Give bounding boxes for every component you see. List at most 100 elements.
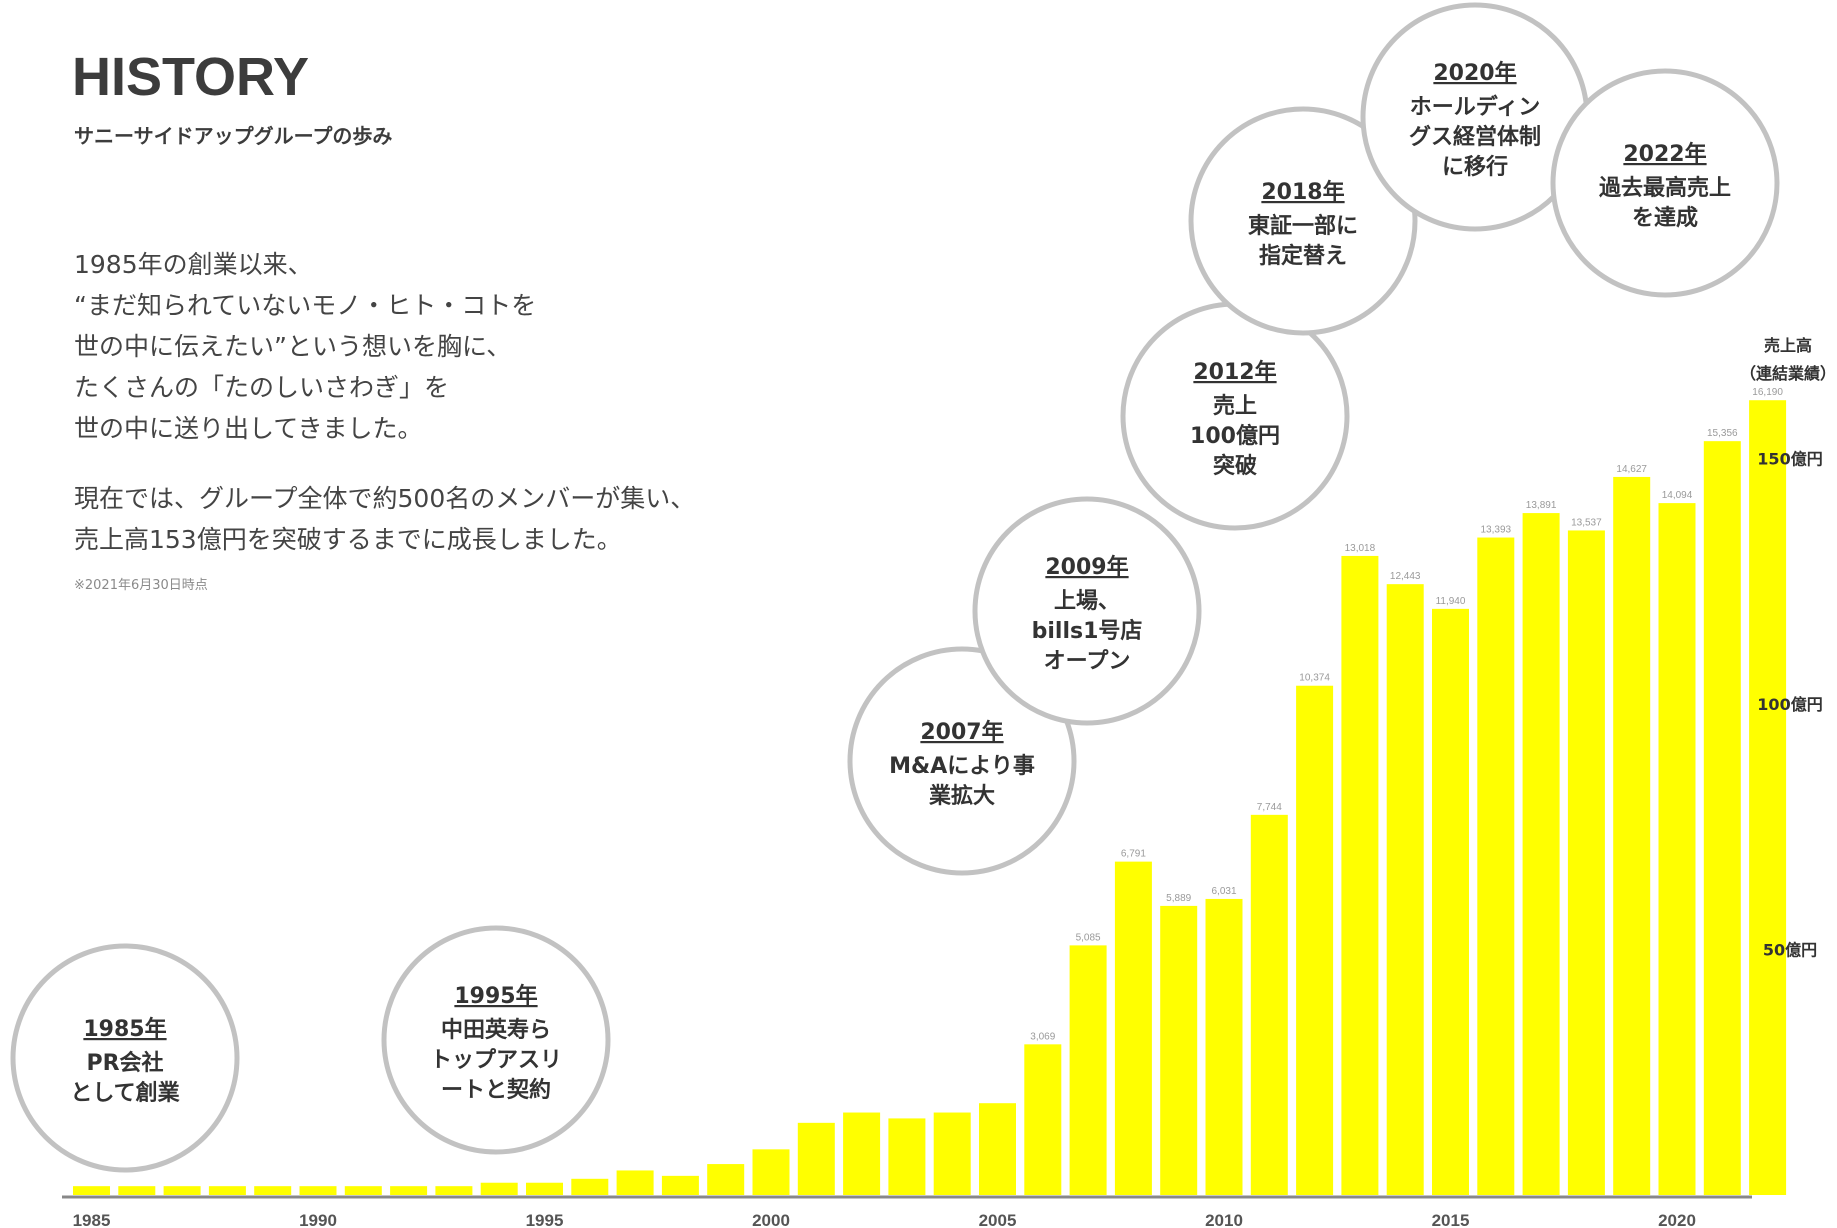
milestone-year: 1985年: [83, 1016, 166, 1042]
y-axis-title: 売上高: [1764, 336, 1812, 355]
bar-1997: [617, 1170, 654, 1195]
bar-2019: [1613, 477, 1650, 1195]
milestone-text: 上場、: [1054, 589, 1120, 614]
bar-2008: [1115, 862, 1152, 1195]
bar-2015: [1432, 609, 1469, 1195]
bar-1988: [209, 1186, 246, 1195]
milestone-year: 2007年: [920, 719, 1003, 745]
bar-2006: [1024, 1044, 1061, 1195]
bar-value-label: 12,443: [1390, 571, 1421, 582]
bar-1987: [164, 1186, 201, 1195]
bar-2013: [1341, 556, 1378, 1195]
y-tick-label: 150億円: [1757, 450, 1822, 469]
milestone-text: 100億円: [1190, 423, 1280, 449]
bar-value-label: 13,393: [1481, 525, 1512, 536]
milestone-text: 突破: [1213, 453, 1257, 479]
milestone-text: トップアスリ: [430, 1048, 562, 1073]
milestone-text: 東証一部に: [1248, 213, 1358, 239]
bar-1996: [571, 1179, 608, 1195]
milestone-year: 2022年: [1623, 141, 1706, 167]
bar-value-label: 7,744: [1257, 802, 1282, 813]
milestone-text: ホールディン: [1410, 94, 1540, 120]
bar-value-label: 13,018: [1345, 543, 1376, 554]
bar-2020: [1659, 503, 1696, 1195]
bar-2002: [843, 1113, 880, 1195]
milestone-year: 2012年: [1193, 359, 1276, 385]
milestone-text: 中田英寿ら: [441, 1017, 551, 1043]
bar-1985: [73, 1186, 110, 1195]
x-tick-label: 2000: [752, 1211, 790, 1228]
bar-2021: [1704, 441, 1741, 1195]
bar-2003: [888, 1118, 925, 1195]
milestone-text: オープン: [1044, 649, 1131, 674]
bar-1992: [390, 1186, 427, 1195]
y-axis-title: （連結業績）: [1740, 364, 1836, 383]
milestone-text: 過去最高売上: [1599, 175, 1731, 201]
x-tick-label: 1985: [73, 1211, 111, 1228]
bar-1998: [662, 1176, 699, 1195]
milestone-year: 2018年: [1261, 179, 1344, 205]
milestone-text: 売上: [1213, 393, 1257, 419]
bar-value-label: 11,940: [1436, 596, 1466, 607]
bar-2012: [1296, 686, 1333, 1195]
x-tick-group: 1985 1990 1995 2000 2005 2010 2015 2020: [73, 1211, 1696, 1228]
bar-value-label: 5,085: [1076, 932, 1101, 943]
bar-2009: [1160, 906, 1197, 1195]
bar-value-label: 6,031: [1211, 886, 1236, 897]
bar-value-label: 10,374: [1299, 673, 1330, 684]
bar-2005: [979, 1103, 1016, 1195]
x-tick-label: 1990: [299, 1211, 337, 1228]
bar-2007: [1070, 945, 1107, 1195]
x-tick-label: 1995: [526, 1211, 564, 1228]
bar-1995: [526, 1183, 563, 1195]
y-tick-label: 50億円: [1763, 941, 1817, 960]
milestone-year: 1995年: [454, 983, 537, 1009]
x-tick-label: 2010: [1205, 1211, 1243, 1228]
milestone-text: PR会社: [86, 1050, 163, 1076]
bar-value-label: 5,889: [1166, 893, 1191, 904]
bar-value-label: 6,791: [1121, 849, 1146, 860]
x-tick-label: 2020: [1658, 1211, 1696, 1228]
bar-1993: [435, 1186, 472, 1195]
milestone-text: グス経営体制: [1409, 124, 1541, 150]
bar-2004: [934, 1113, 971, 1195]
milestone-text: M&Aにより事: [889, 753, 1035, 779]
x-tick-label: 2015: [1432, 1211, 1470, 1228]
milestone-text: に移行: [1442, 154, 1508, 180]
bar-1989: [254, 1186, 291, 1195]
milestone-text: 指定替え: [1259, 243, 1347, 269]
milestone-text: 業拡大: [929, 784, 995, 809]
milestone-text: ートと契約: [441, 1077, 551, 1103]
bar-value-label: 13,891: [1526, 500, 1557, 511]
bar-2022: [1749, 400, 1786, 1195]
bar-2018: [1568, 530, 1605, 1195]
bar-2001: [798, 1123, 835, 1195]
bar-value-label: 14,094: [1662, 490, 1693, 501]
x-tick-label: 2005: [979, 1211, 1017, 1228]
bar-2016: [1477, 538, 1514, 1195]
milestone-text: を達成: [1632, 205, 1698, 231]
bar-value-label: 3,069: [1030, 1031, 1055, 1042]
y-tick-label: 100億円: [1757, 695, 1822, 714]
milestone-year: 2009年: [1045, 554, 1128, 580]
bar-2010: [1206, 899, 1243, 1195]
bar-1986: [118, 1186, 155, 1195]
bar-2000: [753, 1149, 790, 1195]
bar-value-label: 15,356: [1707, 428, 1738, 439]
milestone-year: 2020年: [1433, 60, 1516, 86]
bar-1990: [300, 1186, 337, 1195]
milestone-text: bills1号店: [1032, 619, 1143, 644]
bar-1999: [707, 1164, 744, 1195]
bar-2014: [1387, 584, 1424, 1195]
bar-1991: [345, 1186, 382, 1195]
bar-2017: [1523, 513, 1560, 1195]
bar-1994: [481, 1183, 518, 1195]
milestone-text: として創業: [70, 1081, 180, 1106]
bar-2011: [1251, 815, 1288, 1195]
